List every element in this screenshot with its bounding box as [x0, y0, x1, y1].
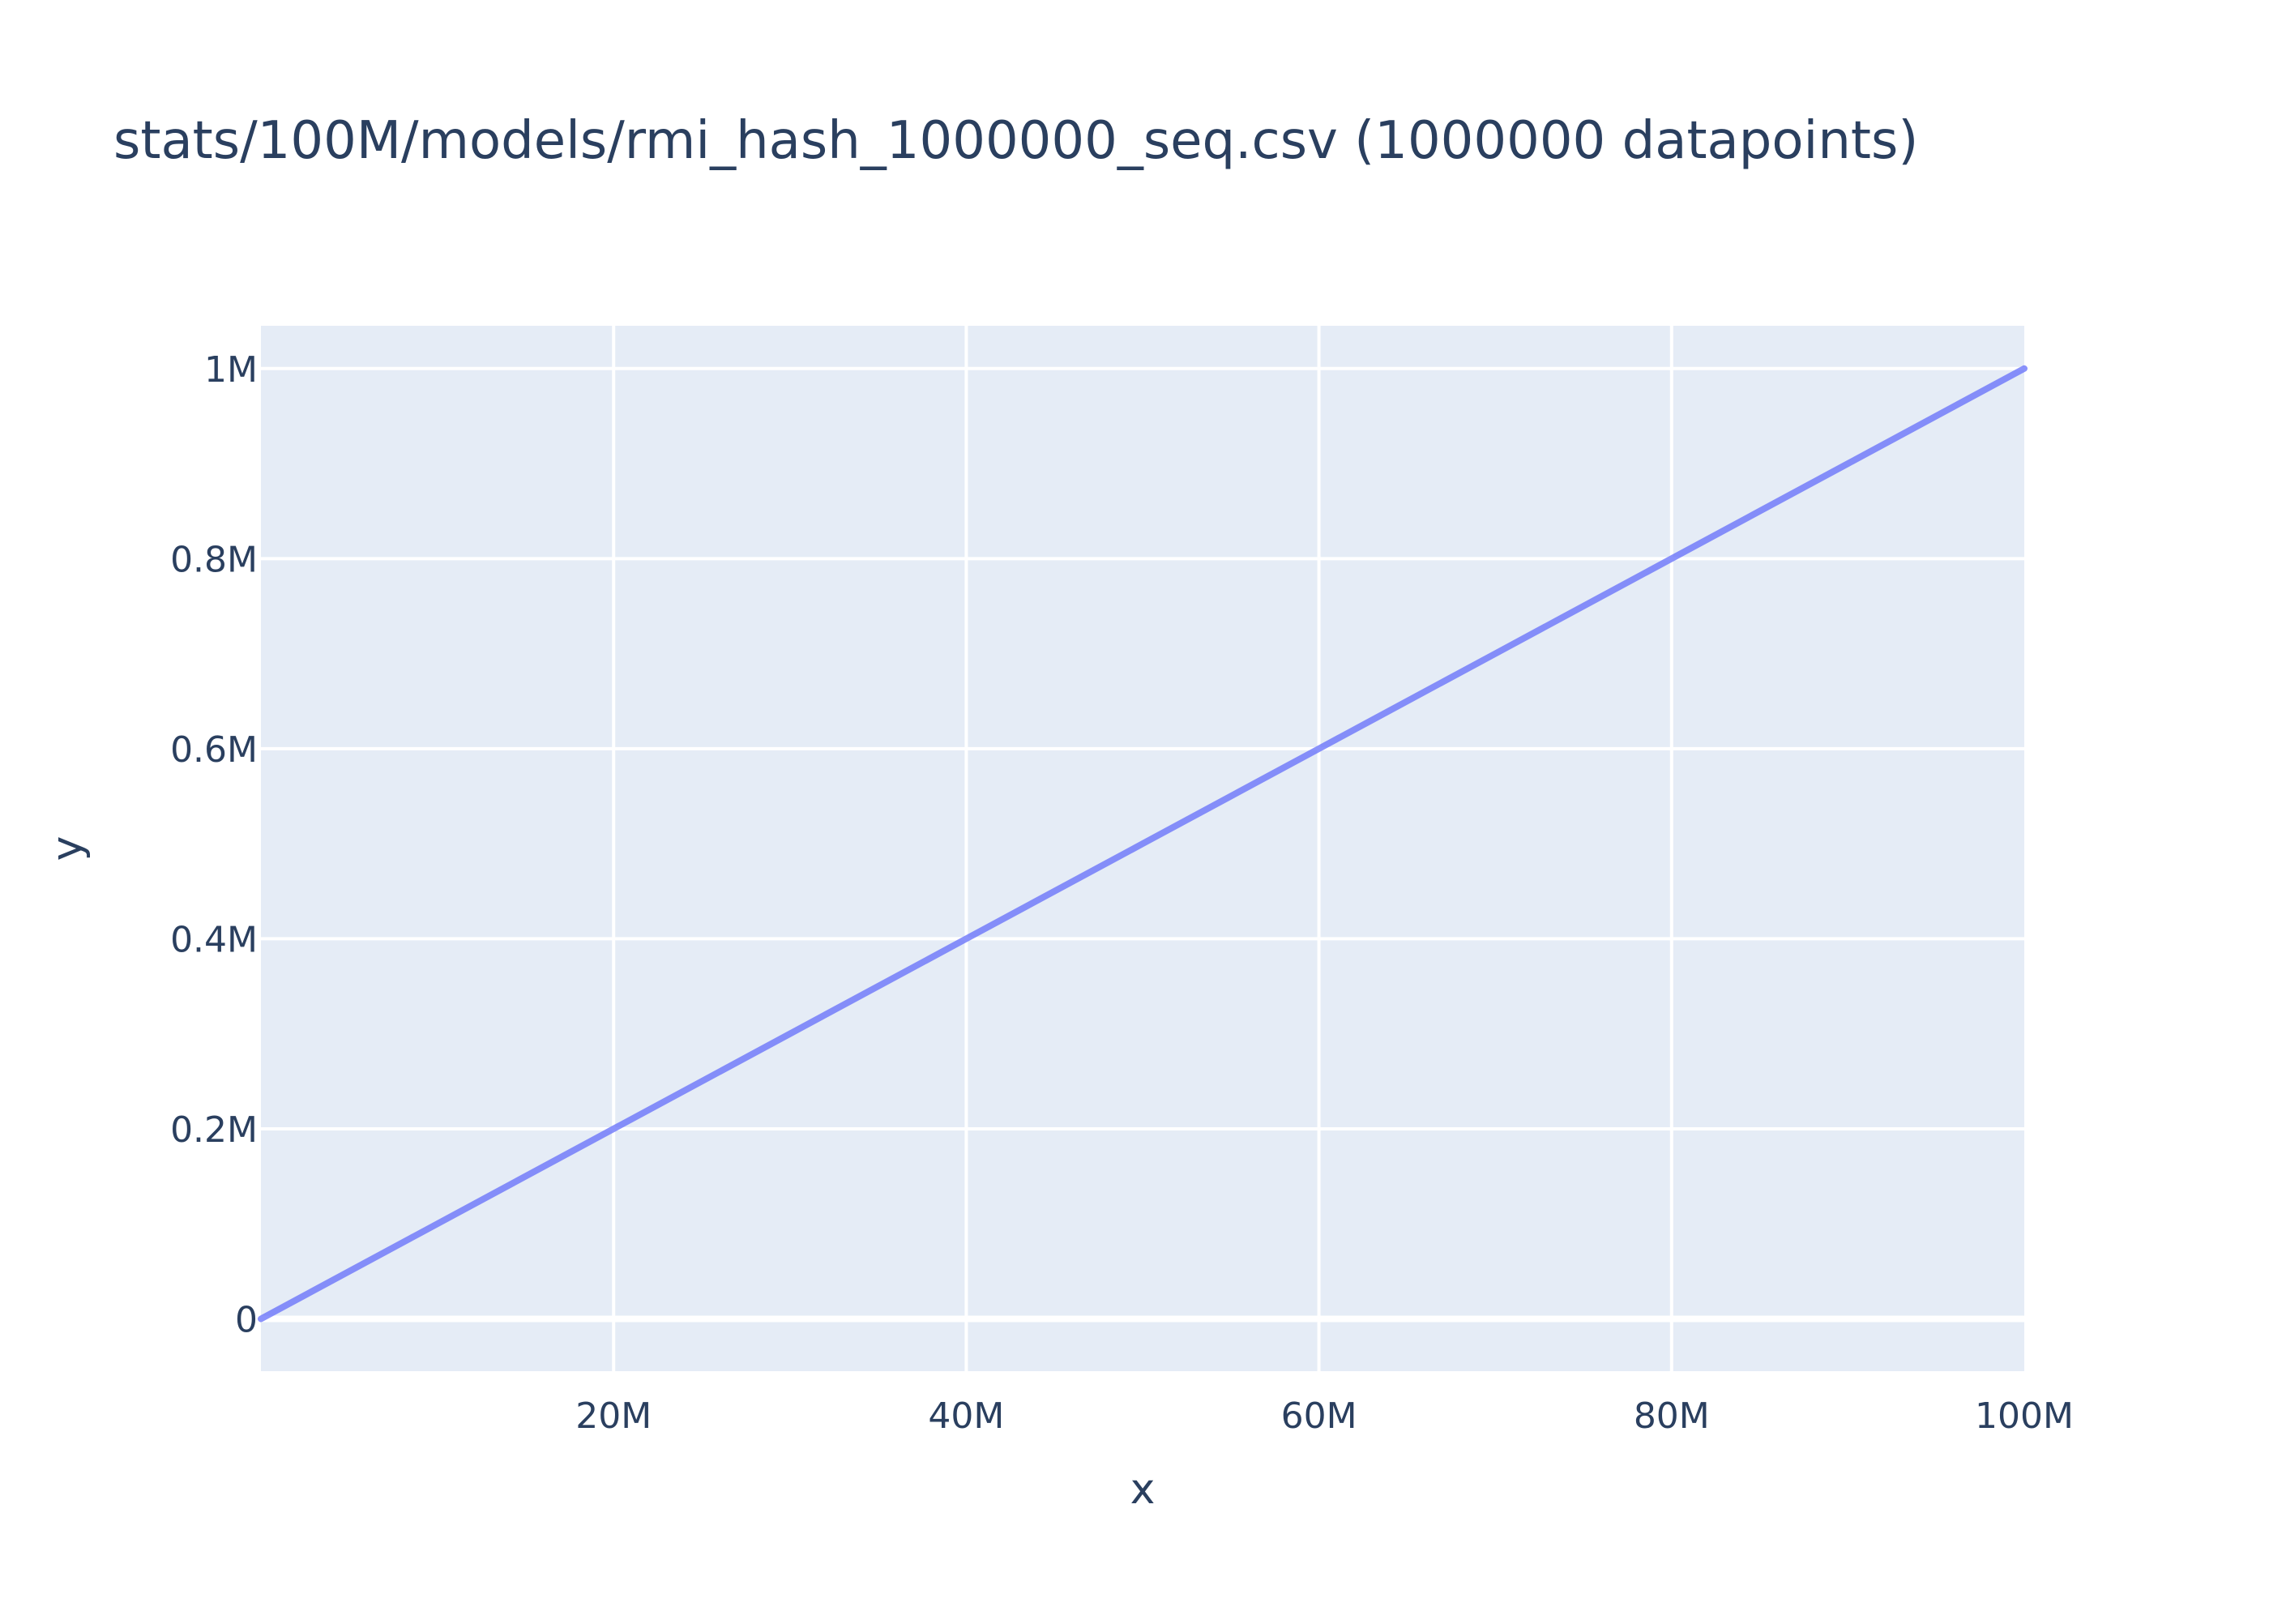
x-tick-label: 80M [1634, 1395, 1710, 1437]
y-tick-label: 0 [235, 1300, 258, 1341]
y-tick-label: 0.6M [170, 729, 258, 771]
y-tick-label: 0.2M [170, 1109, 258, 1151]
series-layer [258, 365, 2028, 1323]
x-tick-label: 60M [1281, 1395, 1357, 1437]
x-tick-label: 100M [1975, 1395, 2074, 1437]
chart-title: stats/100M/models/rmi_hash_1000000_seq.c… [113, 111, 1918, 171]
x-axis-title: x [1130, 1465, 1156, 1514]
series-line [258, 365, 2028, 1323]
x-axis-ticks: 20M 40M 60M 80M 100M [575, 1395, 2074, 1437]
y-tick-label: 0.4M [170, 919, 258, 960]
plot-area [261, 326, 2024, 1371]
y-axis-title: y [43, 836, 92, 861]
y-tick-label: 0.8M [170, 539, 258, 580]
grid-lines [261, 326, 2024, 1371]
y-axis-ticks: 0 0.2M 0.4M 0.6M 0.8M 1M [170, 349, 258, 1341]
x-tick-label: 20M [575, 1395, 652, 1437]
y-tick-label: 1M [204, 349, 258, 391]
x-tick-label: 40M [928, 1395, 1004, 1437]
